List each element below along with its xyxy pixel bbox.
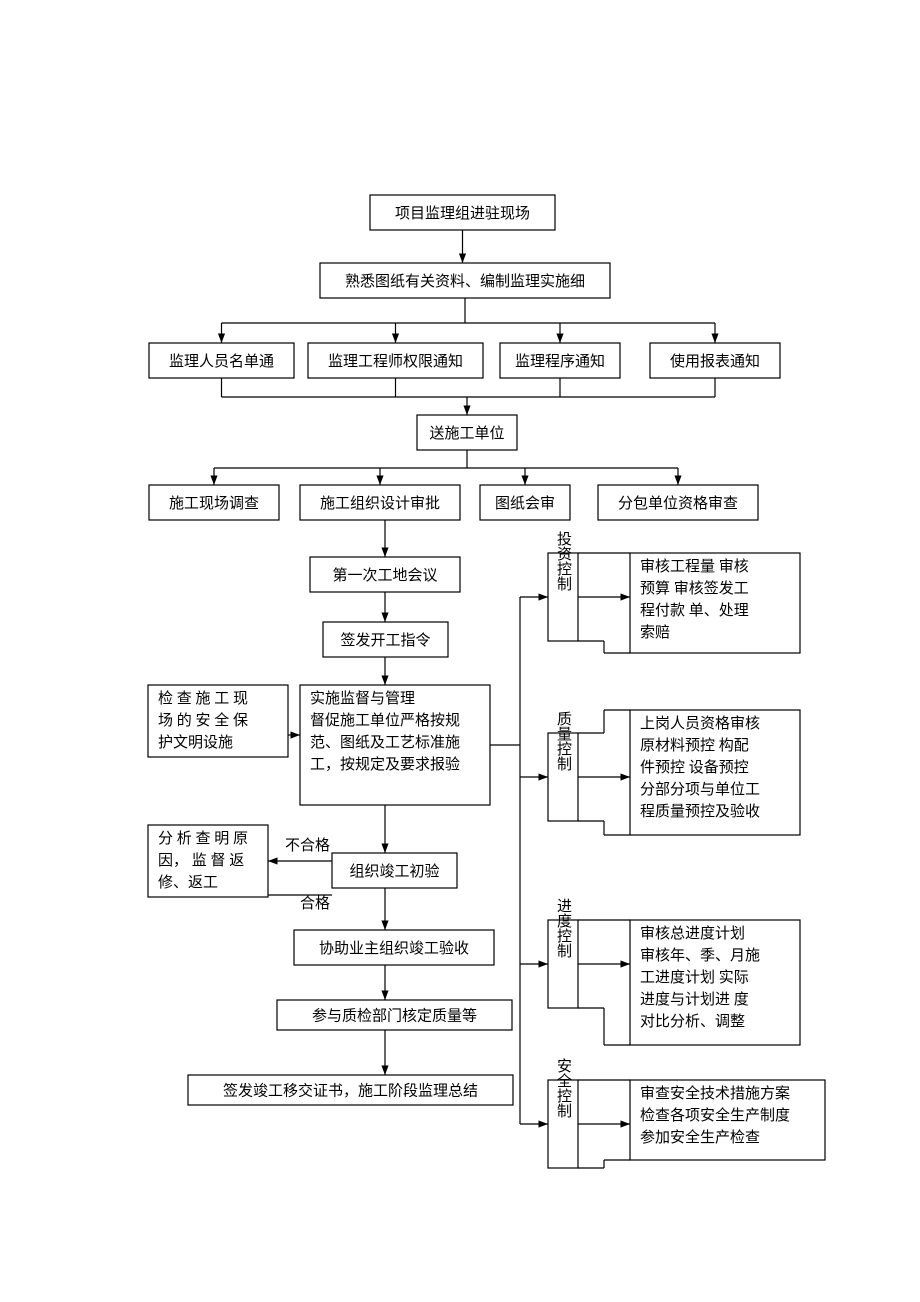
node-label-rb2: 上岗人员资格审核原材料预控 构配件预控 设备预控分部分项与单位工程质量预控及验收: [640, 715, 760, 820]
node-label-n4: 送施工单位: [429, 425, 504, 442]
node-label-rv3: 进度控制: [555, 898, 572, 958]
node-label-n3d: 使用报表通知: [670, 353, 760, 370]
node-label-rv4: 安全控制: [555, 1058, 572, 1118]
node-label-n9: 组织竣工初验: [349, 863, 439, 880]
node-label-rb3: 审核总进度计划审核年、季、月施工进度计划 实际进度与计划进 度对比分析、调整: [640, 925, 760, 1030]
node-label-n7: 签发开工指令: [340, 632, 430, 649]
node-label-n1: 项目监理组进驻现场: [395, 205, 530, 222]
node-label-rv2: 质量控制: [555, 711, 572, 771]
node-label-n3a: 监理人员名单通: [169, 353, 274, 370]
node-label-n5c: 图纸会审: [495, 495, 555, 512]
node-label-n2: 熟悉图纸有关资料、编制监理实施细: [345, 273, 585, 290]
node-label-n3c: 监理程序通知: [515, 353, 605, 370]
node-label-n5d: 分包单位资格审查: [618, 495, 738, 512]
node-label-n5b: 施工组织设计审批: [320, 495, 440, 512]
node-label-n6: 第一次工地会议: [332, 566, 437, 584]
node-label-n11: 参与质检部门核定质量等: [312, 1006, 477, 1024]
edge-label: 不合格: [285, 837, 330, 854]
edge-label: 合格: [300, 895, 330, 912]
node-label-n5a: 施工现场调查: [169, 495, 259, 512]
flowchart-canvas: 项目监理组进驻现场熟悉图纸有关资料、编制监理实施细监理人员名单通 监理工程师权限通…: [0, 0, 920, 1302]
node-label-n10: 协助业主组织竣工验收: [319, 940, 469, 957]
node-label-rv1: 投资控制: [555, 531, 572, 591]
node-label-n3b: 监理工程师权限通知: [328, 353, 463, 370]
node-label-n12: 签发竣工移交证书，施工阶段监理总结: [223, 1081, 478, 1099]
